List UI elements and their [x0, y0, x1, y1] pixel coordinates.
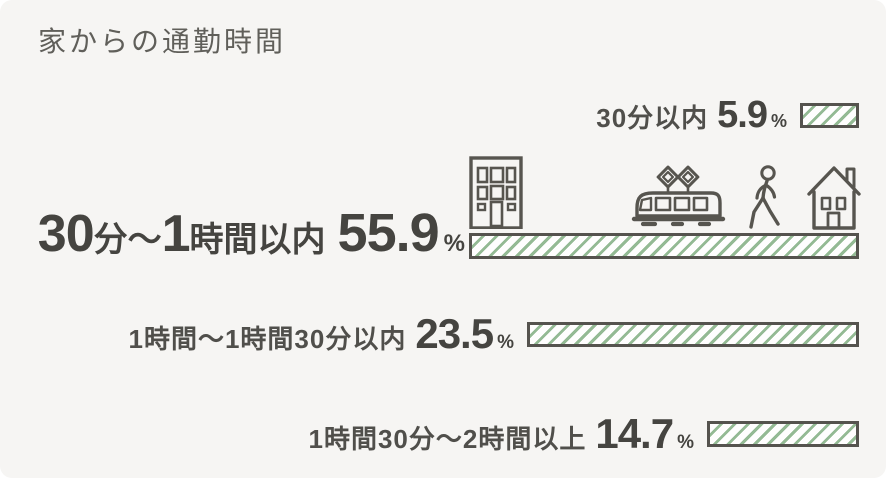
- bar-under-30min: [800, 102, 859, 128]
- walking-person-icon: [744, 165, 786, 230]
- commute-row-1hour-to-90min: 1時間〜1時間30分以内 23.5 %: [128, 310, 859, 357]
- bar-30min-to-1hour: [469, 233, 859, 259]
- percent-sign: %: [677, 432, 694, 453]
- row-label-number: 30: [37, 205, 95, 263]
- row-value: 55.9: [337, 203, 440, 263]
- percent-sign: %: [497, 332, 514, 353]
- percent-sign: %: [770, 111, 787, 131]
- commute-row-30min-to-1hour-label: 30 分〜 1 時間以内 55.9 %: [38, 206, 465, 260]
- row-label: 1時間30分〜2時間以上: [308, 424, 587, 454]
- percent-sign: %: [443, 230, 465, 257]
- row-label-kanji: 時間以内: [189, 221, 326, 259]
- house-icon: [806, 161, 862, 230]
- bar-90min-to-over-2hours: [707, 421, 859, 447]
- office-building-icon: [469, 156, 523, 229]
- train-icon: [628, 162, 726, 230]
- row-label-kanji: 分〜: [93, 221, 162, 259]
- chart-title: 家からの通勤時間: [38, 26, 287, 57]
- bar-1hour-to-90min: [527, 321, 859, 347]
- commute-row-under-30min: 30分以内 5.9 %: [596, 96, 859, 134]
- row-value: 23.5: [415, 310, 494, 357]
- row-value: 5.9: [717, 94, 768, 136]
- row-label: 30分以内: [596, 103, 709, 133]
- row-label-number: 1: [161, 205, 191, 263]
- commute-row-90min-to-over-2hours: 1時間30分〜2時間以上 14.7 %: [308, 410, 859, 457]
- row-value: 14.7: [595, 410, 674, 457]
- row-label: 1時間〜1時間30分以内: [128, 324, 407, 354]
